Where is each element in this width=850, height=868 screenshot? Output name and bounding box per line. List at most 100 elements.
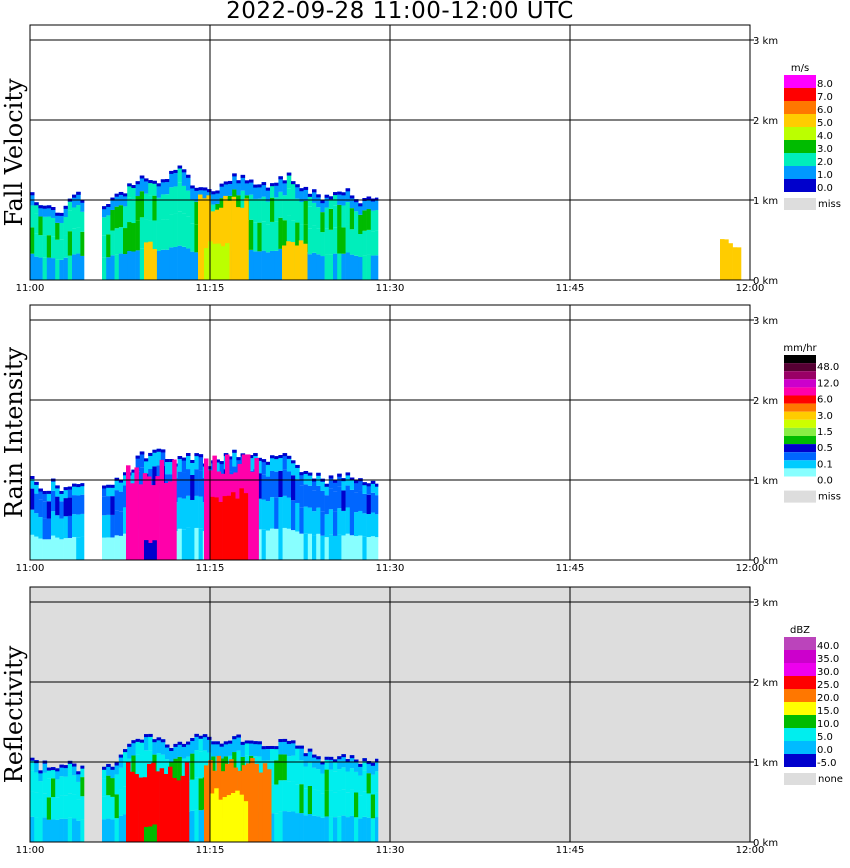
fall-velocity-echo-cell: [345, 188, 351, 203]
fall-velocity-echo-edge: [257, 184, 262, 188]
rain-intensity-echo-cell: [135, 455, 141, 472]
reflectivity-echo-cell: [76, 820, 81, 842]
reflectivity-echo-cell: [282, 811, 288, 842]
reflectivity-echo-edge: [127, 743, 132, 747]
reflectivity-echo-edge: [324, 756, 330, 760]
rain-intensity-echo-cell: [370, 480, 376, 493]
fall-velocity-echo-edge: [375, 197, 379, 201]
rain-intensity-echo-cell: [228, 456, 233, 472]
rain-intensity-echo-cell: [110, 484, 115, 497]
x-tick-label: 11:15: [196, 563, 225, 574]
fall-velocity-echo-edge: [55, 212, 60, 216]
rain-intensity-echo-cell: [312, 511, 317, 536]
rain-intensity-echo-cell: [38, 488, 43, 500]
reflectivity-echo-cell: [320, 793, 325, 818]
fall-velocity-echo-cell: [349, 195, 355, 209]
fall-velocity-core-cell: [286, 241, 291, 280]
reflectivity-echo-edge: [51, 767, 56, 771]
fall-velocity-echo-cell: [295, 222, 300, 252]
reflectivity-echo-cell: [341, 815, 346, 842]
fall-velocity-echo-cell: [286, 172, 292, 189]
rain-intensity-echo-cell: [165, 459, 170, 475]
fall-velocity-echo-edge: [349, 195, 355, 199]
fall-velocity-core-cell: [148, 241, 153, 280]
reflectivity-echo-cell: [286, 756, 292, 782]
rain-intensity-echo-cell: [333, 535, 338, 560]
x-tick-label: 11:30: [376, 845, 405, 856]
rain-intensity-echo-cell: [274, 497, 279, 529]
fall-velocity-echo-cell: [165, 249, 170, 280]
rain-intensity-echo-edge: [169, 459, 174, 463]
rain-intensity-echo-edge: [354, 480, 359, 484]
rain-intensity-echo-edge: [349, 477, 355, 481]
reflectivity-legend-swatch: [784, 689, 816, 702]
fall-velocity-echo-cell: [123, 206, 128, 229]
rain-intensity-echo-edge: [139, 451, 145, 455]
fall-velocity-echo-cell: [63, 257, 69, 280]
fall-velocity-echo-cell: [42, 235, 48, 258]
reflectivity-legend-swatch: [784, 702, 816, 715]
reflectivity-echo-cell: [295, 745, 300, 761]
rain-intensity-echo-cell: [324, 495, 330, 515]
reflectivity-core-cell: [130, 771, 135, 842]
fall-velocity-echo-edge: [261, 182, 267, 186]
fall-velocity-echo-cell: [270, 221, 275, 251]
fall-velocity-echo-cell: [244, 180, 250, 196]
reflectivity-echo-edge: [240, 741, 246, 745]
reflectivity-echo-cell: [358, 763, 363, 776]
reflectivity-core-cell: [239, 794, 244, 842]
fall-velocity-echo-cell: [102, 235, 107, 258]
reflectivity-legend-swatch: [784, 650, 816, 663]
reflectivity-echo-cell: [370, 818, 376, 842]
rain-intensity-echo-cell: [80, 536, 85, 560]
reflectivity-echo-cell: [324, 756, 330, 770]
rain-intensity-echo-cell: [324, 483, 330, 496]
fall-velocity-echo-cell: [265, 187, 271, 202]
reflectivity-echo-cell: [291, 811, 296, 842]
reflectivity-echo-cell: [219, 758, 225, 784]
reflectivity-echo-edge: [198, 735, 204, 739]
rain-intensity-legend-swatch: [784, 379, 816, 388]
fall-velocity-echo-cell: [148, 220, 153, 251]
reflectivity-echo-cell: [42, 772, 48, 794]
reflectivity-echo-edge: [307, 748, 313, 752]
reflectivity-echo-cell: [358, 775, 363, 796]
reflectivity-echo-cell: [333, 792, 338, 818]
fall-velocity-echo-cell: [177, 182, 183, 212]
rain-intensity-echo-cell: [72, 537, 77, 560]
reflectivity-echo-edge: [46, 767, 52, 771]
reflectivity-echo-edge: [253, 741, 258, 745]
rain-intensity-echo-cell: [102, 496, 107, 516]
fall-velocity-echo-cell: [127, 197, 132, 223]
rain-intensity-echo-edge: [42, 490, 48, 494]
reflectivity-echo-cell: [51, 797, 56, 820]
rain-intensity-legend-swatch: [784, 427, 816, 436]
reflectivity-echo-edge: [76, 771, 81, 775]
reflectivity-echo-edge: [63, 765, 69, 769]
rain-intensity-echo-edge: [67, 486, 73, 490]
reflectivity-echo-cell: [375, 817, 379, 842]
x-tick-label: 11:45: [556, 845, 585, 856]
rain-intensity-echo-cell: [299, 533, 304, 560]
reflectivity-legend-swatch: [784, 637, 816, 650]
rain-intensity-echo-edge: [270, 455, 275, 459]
fall-velocity-legend-swatch: [784, 75, 816, 88]
reflectivity-echo-cell: [328, 769, 334, 791]
fall-velocity-legend-swatch: [784, 127, 816, 140]
reflectivity-echo-cell: [123, 763, 128, 787]
reflectivity-echo-cell: [198, 751, 204, 779]
reflectivity-echo-cell: [190, 810, 195, 842]
reflectivity-echo-cell: [194, 750, 199, 778]
fall-velocity-echo-edge: [303, 186, 309, 190]
reflectivity-echo-cell: [127, 743, 132, 759]
fall-velocity-echo-cell: [282, 180, 288, 196]
fall-velocity-echo-cell: [55, 212, 60, 223]
fall-velocity-echo-cell: [173, 169, 178, 187]
fall-velocity-echo-cell: [76, 191, 81, 206]
reflectivity-echo-cell: [320, 773, 325, 794]
rain-intensity-echo-edge: [299, 472, 304, 476]
rain-intensity-echo-cell: [345, 472, 351, 486]
rain-intensity-echo-cell: [106, 496, 111, 515]
rain-intensity-echo-cell: [106, 537, 111, 560]
reflectivity-echo-cell: [328, 756, 334, 770]
